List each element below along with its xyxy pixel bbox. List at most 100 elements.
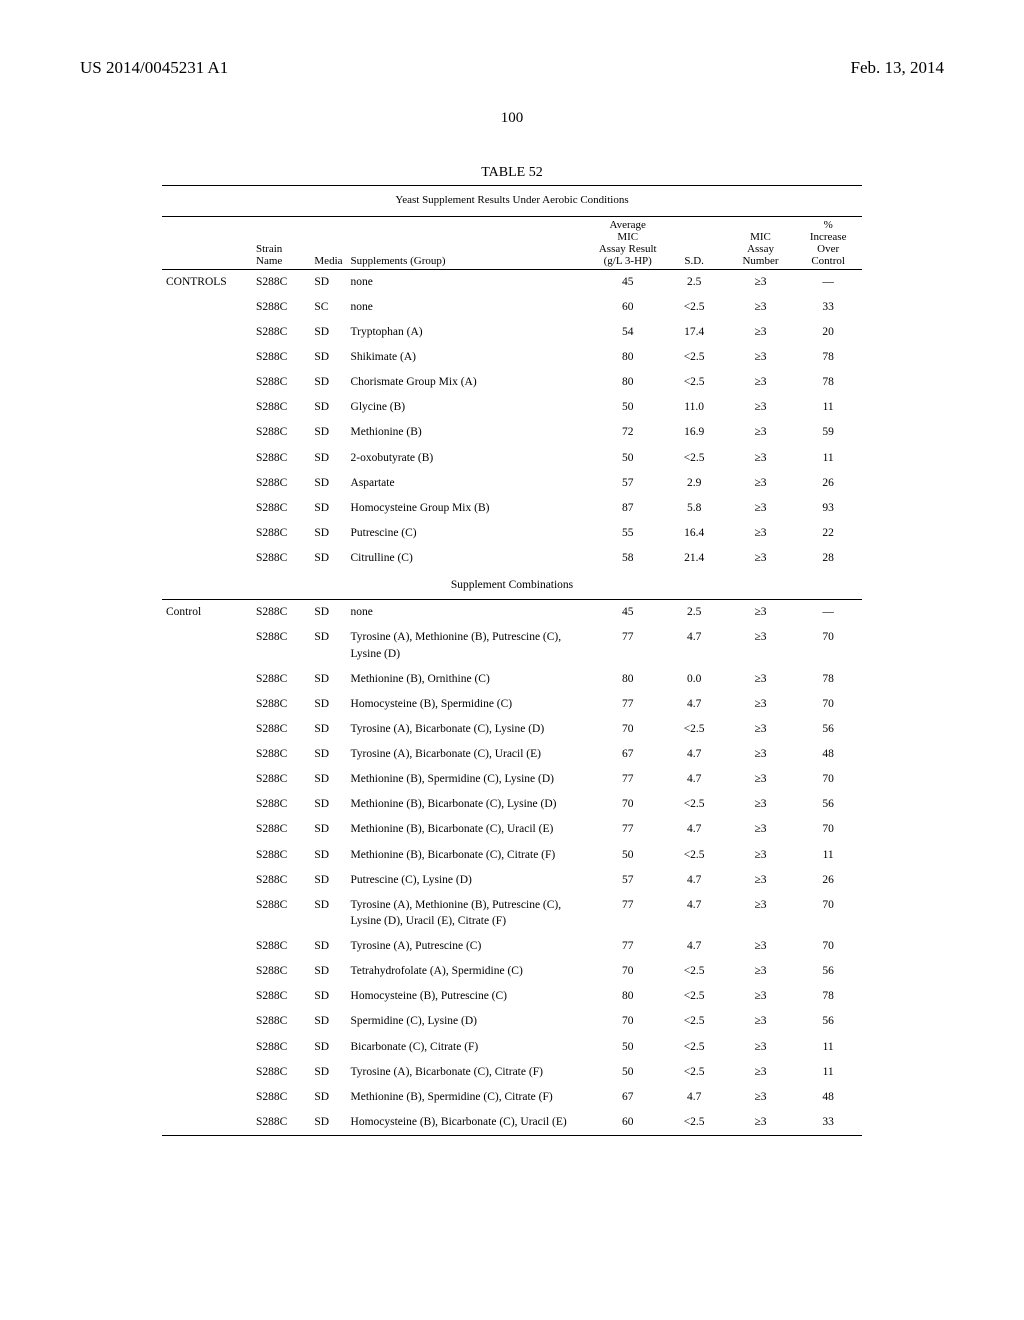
cell-category — [162, 1009, 252, 1034]
cell-num: ≥3 — [727, 934, 795, 959]
cell-avg: 77 — [594, 892, 662, 934]
cell-avg: 60 — [594, 295, 662, 320]
cell-inc: 56 — [794, 717, 862, 742]
table-row: S288CSDMethionine (B), Bicarbonate (C), … — [162, 817, 862, 842]
cell-strain: S288C — [252, 817, 310, 842]
cell-supplements: Methionine (B), Bicarbonate (C), Citrate… — [347, 842, 594, 867]
cell-sd: 4.7 — [662, 1084, 727, 1109]
cell-supplements: Homocysteine (B), Bicarbonate (C), Uraci… — [347, 1109, 594, 1135]
cell-strain: S288C — [252, 445, 310, 470]
cell-category — [162, 817, 252, 842]
cell-sd: 5.8 — [662, 495, 727, 520]
cell-inc: 70 — [794, 767, 862, 792]
cell-strain: S288C — [252, 270, 310, 296]
table-row: S288CSDTyrosine (A), Methionine (B), Put… — [162, 625, 862, 667]
table-row: S288CSDMethionine (B), Spermidine (C), L… — [162, 767, 862, 792]
cell-supplements: Methionine (B), Bicarbonate (C), Uracil … — [347, 817, 594, 842]
cell-avg: 45 — [594, 600, 662, 626]
cell-num: ≥3 — [727, 295, 795, 320]
cell-sd: 2.5 — [662, 600, 727, 626]
cell-avg: 55 — [594, 520, 662, 545]
cell-inc: 26 — [794, 867, 862, 892]
table-row: S288CSDPutrescine (C), Lysine (D)574.7≥3… — [162, 867, 862, 892]
cell-category — [162, 420, 252, 445]
cell-strain: S288C — [252, 984, 310, 1009]
cell-strain: S288C — [252, 1084, 310, 1109]
cell-avg: 70 — [594, 717, 662, 742]
cell-category — [162, 842, 252, 867]
cell-avg: 67 — [594, 1084, 662, 1109]
cell-strain: S288C — [252, 420, 310, 445]
cell-category — [162, 1109, 252, 1135]
cell-avg: 50 — [594, 842, 662, 867]
cell-media: SD — [310, 667, 346, 692]
table-row: S288CSDTryptophan (A)5417.4≥320 — [162, 320, 862, 345]
cell-avg: 50 — [594, 395, 662, 420]
cell-inc: 56 — [794, 1009, 862, 1034]
cell-num: ≥3 — [727, 717, 795, 742]
cell-supplements: 2-oxobutyrate (B) — [347, 445, 594, 470]
table-row: S288CSDMethionine (B), Ornithine (C)800.… — [162, 667, 862, 692]
cell-supplements: Methionine (B), Ornithine (C) — [347, 667, 594, 692]
cell-inc: 56 — [794, 959, 862, 984]
cell-media: SD — [310, 345, 346, 370]
col-strain: StrainName — [252, 217, 310, 270]
cell-media: SD — [310, 320, 346, 345]
cell-num: ≥3 — [727, 1034, 795, 1059]
cell-supplements: Putrescine (C), Lysine (D) — [347, 867, 594, 892]
col-supplements: Supplements (Group) — [347, 217, 594, 270]
table-row: S288CSDTetrahydrofolate (A), Spermidine … — [162, 959, 862, 984]
cell-strain: S288C — [252, 520, 310, 545]
cell-category — [162, 546, 252, 571]
table-row: S288CSDTyrosine (A), Bicarbonate (C), Ur… — [162, 742, 862, 767]
cell-strain: S288C — [252, 1009, 310, 1034]
cell-strain: S288C — [252, 692, 310, 717]
cell-num: ≥3 — [727, 1084, 795, 1109]
cell-sd: 4.7 — [662, 625, 727, 667]
cell-media: SD — [310, 717, 346, 742]
cell-sd: <2.5 — [662, 842, 727, 867]
cell-media: SD — [310, 892, 346, 934]
cell-sd: <2.5 — [662, 1034, 727, 1059]
cell-supplements: Aspartate — [347, 470, 594, 495]
cell-num: ≥3 — [727, 1109, 795, 1135]
cell-strain: S288C — [252, 667, 310, 692]
data-table: StrainName Media Supplements (Group) Ave… — [162, 216, 862, 1136]
cell-supplements: none — [347, 600, 594, 626]
cell-strain: S288C — [252, 1109, 310, 1135]
table-row: S288CSDSpermidine (C), Lysine (D)70<2.5≥… — [162, 1009, 862, 1034]
cell-category — [162, 792, 252, 817]
table-row: S288CSCnone60<2.5≥333 — [162, 295, 862, 320]
cell-inc: 22 — [794, 520, 862, 545]
cell-inc: 78 — [794, 667, 862, 692]
cell-num: ≥3 — [727, 792, 795, 817]
cell-media: SD — [310, 842, 346, 867]
cell-avg: 77 — [594, 767, 662, 792]
cell-strain: S288C — [252, 892, 310, 934]
cell-strain: S288C — [252, 767, 310, 792]
cell-num: ≥3 — [727, 320, 795, 345]
cell-sd: 4.7 — [662, 817, 727, 842]
cell-sd: <2.5 — [662, 345, 727, 370]
cell-media: SD — [310, 470, 346, 495]
cell-strain: S288C — [252, 1059, 310, 1084]
cell-supplements: Citrulline (C) — [347, 546, 594, 571]
cell-avg: 80 — [594, 667, 662, 692]
cell-sd: <2.5 — [662, 370, 727, 395]
col-sd: S.D. — [662, 217, 727, 270]
cell-sd: <2.5 — [662, 792, 727, 817]
cell-avg: 67 — [594, 742, 662, 767]
cell-category — [162, 470, 252, 495]
cell-num: ≥3 — [727, 817, 795, 842]
cell-num: ≥3 — [727, 600, 795, 626]
cell-media: SD — [310, 625, 346, 667]
cell-inc: 20 — [794, 320, 862, 345]
cell-media: SD — [310, 520, 346, 545]
cell-inc: — — [794, 270, 862, 296]
cell-media: SD — [310, 1009, 346, 1034]
cell-num: ≥3 — [727, 1059, 795, 1084]
cell-inc: 48 — [794, 1084, 862, 1109]
cell-strain: S288C — [252, 842, 310, 867]
cell-sd: 16.9 — [662, 420, 727, 445]
cell-num: ≥3 — [727, 420, 795, 445]
